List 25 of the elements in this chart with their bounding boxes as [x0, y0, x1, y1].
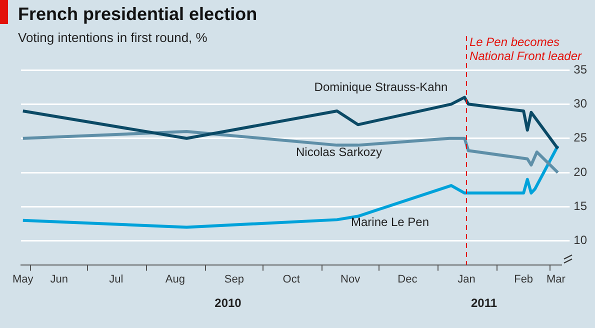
- x-tick-label: Jun: [50, 273, 68, 286]
- chart-title: French presidential election: [18, 4, 258, 25]
- y-tick-label: 35: [574, 62, 588, 76]
- text: 2010: [214, 296, 242, 310]
- x-tick-label: Feb: [514, 273, 534, 286]
- y-tick-label: 10: [574, 233, 588, 248]
- y-tick-label: 30: [574, 96, 588, 110]
- x-tick-label: Dec: [398, 273, 418, 286]
- x-tick-label: May: [12, 273, 34, 286]
- series-label: Nicolas Sarkozy: [296, 145, 382, 159]
- x-tick-label: Sep: [224, 273, 244, 286]
- x-tick-label: Mar: [546, 273, 566, 286]
- series-label: Dominique Strauss-Kahn: [314, 80, 448, 94]
- x-tick-label: Aug: [165, 273, 185, 286]
- x-tick-label: Oct: [282, 273, 300, 286]
- series-label: Marine Le Pen: [350, 215, 430, 229]
- chart-subtitle: Voting intentions in first round, %: [18, 30, 208, 45]
- x-tick-label: Jul: [109, 273, 124, 286]
- y-tick-label: 20: [574, 164, 588, 179]
- text: 2011: [470, 296, 498, 310]
- x-tick-label: Nov: [340, 273, 361, 286]
- x-tick-label: Jan: [458, 273, 476, 286]
- ref-line-label: Le Pen becomes National Front leader: [469, 35, 583, 63]
- y-tick-label: 25: [574, 130, 588, 145]
- y-tick-label: 15: [574, 199, 588, 214]
